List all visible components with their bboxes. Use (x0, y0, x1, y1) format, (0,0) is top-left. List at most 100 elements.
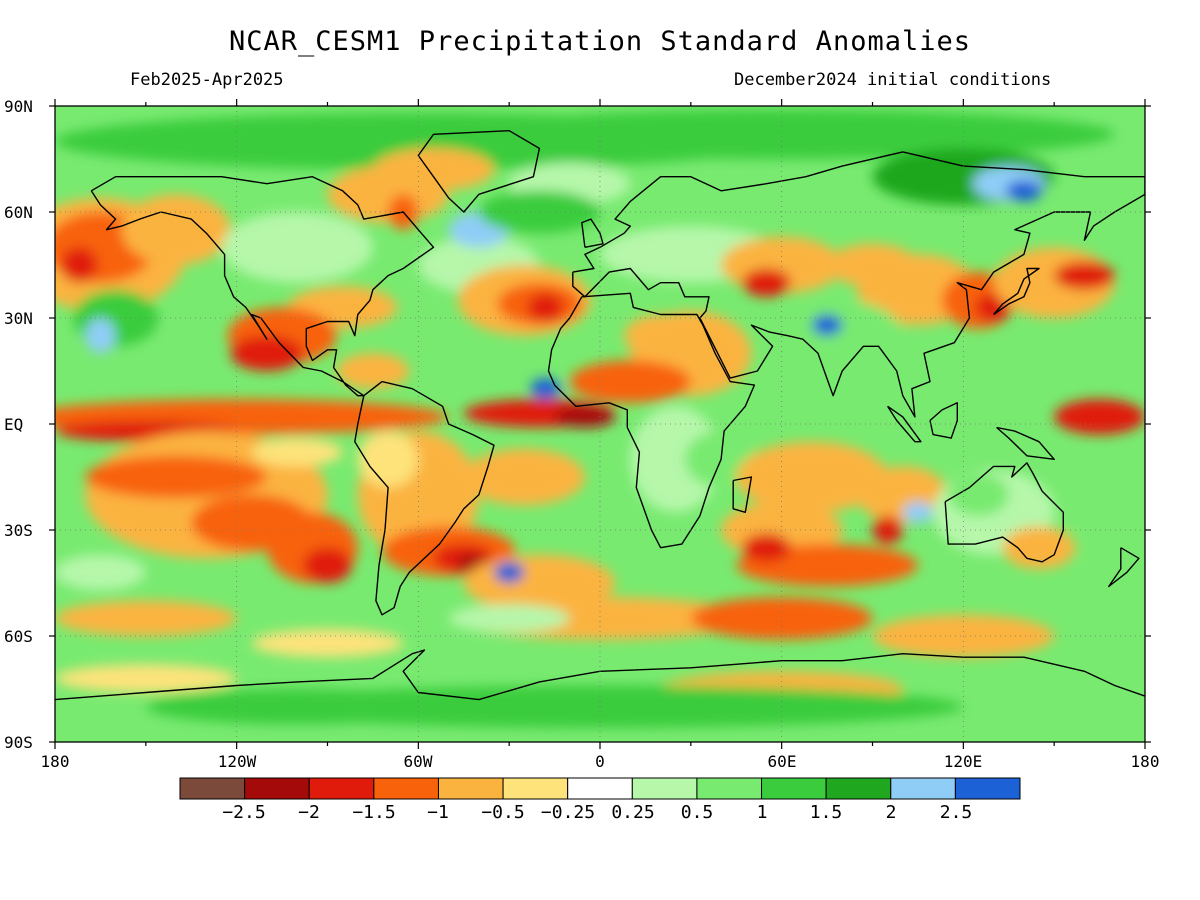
coastline (732, 476, 753, 513)
lat-label-30s: 30S (4, 521, 33, 540)
colorbar-swatch (244, 777, 310, 800)
lon-label-180e: 180 (1130, 752, 1160, 771)
anomaly-blob (478, 190, 600, 234)
initial-conditions: December2024 initial conditions (734, 70, 1052, 90)
lat-label-60n: 60N (4, 203, 33, 222)
coastline (547, 292, 756, 549)
anomaly-blob (303, 547, 352, 583)
anomaly-blob (145, 689, 449, 725)
colorbar-label: 2 (885, 802, 897, 823)
anomaly-blob (55, 554, 146, 591)
anomaly-blob (530, 378, 561, 400)
anomaly-blob (1054, 459, 1115, 530)
anomaly-blob (372, 148, 495, 191)
coastline (572, 151, 1145, 418)
colorbar-label: −1.5 (352, 802, 396, 823)
anomaly-blob (554, 406, 616, 428)
coastlines (55, 130, 1145, 701)
coastline (993, 267, 1040, 316)
anomaly-blob (55, 664, 237, 693)
colorbar-label: −0.25 (540, 802, 596, 823)
anomaly-blob (221, 212, 373, 283)
graticule (55, 106, 1145, 742)
colorbar-swatch (437, 777, 504, 800)
lon-label-120w: 120W (217, 752, 257, 771)
anomaly-blob (948, 473, 1009, 516)
anomaly-blob (872, 515, 903, 545)
coastline (944, 462, 1064, 563)
anomaly-blob (251, 629, 404, 658)
anomaly-blob (357, 431, 419, 488)
anomaly-blob (1054, 261, 1115, 290)
colorbar-label: −2 (298, 802, 320, 823)
anomaly-blob (85, 455, 267, 499)
colorbar-label: −0.5 (481, 802, 525, 823)
colorbar-label: 1.5 (809, 802, 843, 823)
coastline (354, 380, 495, 616)
lon-label-60e: 60E (767, 752, 797, 771)
colorbar-swatch (696, 777, 763, 800)
anomaly-blob (55, 600, 237, 636)
anomaly-blob (1054, 399, 1145, 435)
anomaly-blob (742, 268, 791, 297)
anomaly-blob (60, 247, 98, 283)
coastline (1108, 547, 1140, 588)
colorbar-label: −1 (427, 802, 449, 823)
lat-label-90n: 90N (4, 97, 33, 116)
colorbar-label: 0.25 (611, 802, 655, 823)
anomaly-blob (630, 406, 722, 513)
colorbar-swatch (761, 777, 827, 800)
colorbar-swatch (502, 777, 569, 800)
colorbar-label: −2.5 (222, 802, 266, 823)
coastline (90, 176, 435, 397)
coastline (55, 649, 1145, 701)
coastline (929, 402, 958, 439)
map-title: NCAR_CESM1 Precipitation Standard Anomal… (229, 26, 971, 57)
anomaly-blob (463, 448, 585, 506)
colorbar-label: 2.5 (939, 802, 973, 823)
colorbar-swatch (631, 777, 698, 800)
colorbar-swatch (954, 777, 1021, 800)
coastline (417, 130, 541, 213)
anomaly-blob (902, 501, 934, 523)
anomaly-blob (1002, 526, 1076, 569)
lon-label-0: 0 (595, 752, 605, 771)
anomaly-blob (569, 360, 691, 403)
anomaly-blob (494, 561, 525, 584)
anomaly-blob (781, 300, 903, 372)
anomaly-blob (736, 441, 888, 513)
anomaly-blob (827, 243, 918, 287)
colorbar-swatch (308, 777, 375, 800)
anomaly-blob (448, 109, 1115, 159)
colorbar-swatch (890, 777, 956, 800)
anomaly-blob (336, 353, 410, 389)
anomaly-blob (1005, 180, 1043, 202)
colorbar-swatch (567, 777, 633, 800)
anomaly-blob (251, 438, 343, 467)
anomaly-blob (121, 194, 231, 265)
colorbar (179, 777, 1021, 800)
lat-label-30n: 30N (4, 309, 33, 328)
anomaly-blob (742, 533, 791, 562)
lat-label-90s: 90S (4, 733, 33, 752)
lon-label-60w: 60W (403, 752, 433, 771)
anomaly-blob (85, 318, 116, 354)
anomaly-blob (812, 314, 843, 336)
anomaly-blob (448, 604, 570, 633)
coastline (887, 405, 922, 443)
colorbar-swatch (825, 777, 892, 800)
colorbar-label: 1 (756, 802, 768, 823)
anomaly-blob (1084, 537, 1145, 594)
coastline (996, 426, 1055, 460)
axis-ticks (49, 99, 1151, 749)
lon-label-180w: 180 (40, 752, 70, 771)
colorbar-swatch (179, 777, 246, 800)
anomaly-blob (624, 314, 697, 357)
coastline (581, 218, 604, 248)
anomaly-blob (690, 597, 873, 640)
lat-label-60s: 60S (4, 627, 33, 646)
anomaly-blob (230, 335, 304, 371)
lat-label-eq: EQ (4, 415, 24, 434)
colorbar-label: 0.5 (680, 802, 714, 823)
